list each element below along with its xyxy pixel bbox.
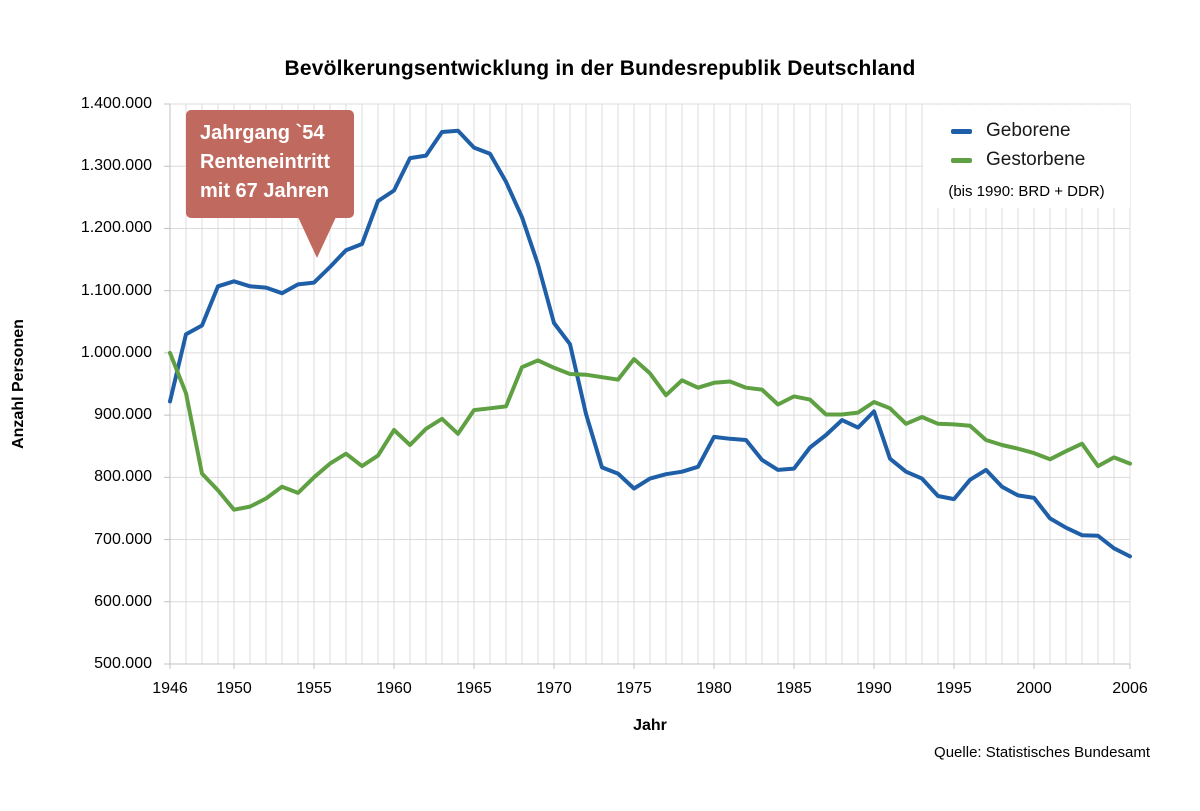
y-tick-label: 700.000 [94,530,152,548]
x-tick-label: 1950 [216,680,252,697]
x-tick-label: 1965 [456,680,492,697]
geborene-line-swatch-icon [951,128,972,134]
y-tick-label: 1.400.000 [80,95,152,112]
x-axis-title: Jahr [633,717,667,734]
y-tick-label: 1.200.000 [80,219,152,237]
x-tick-label: 2000 [1016,680,1052,697]
y-tick-label: 900.000 [94,406,152,424]
x-tick-label: 1946 [152,680,188,697]
annotation-callout: Jahrgang `54 Renteneintritt mit 67 Jahre… [186,110,354,218]
legend-item-gestorbene: Gestorbene [951,148,1085,172]
x-tick-label: 1975 [616,680,652,697]
y-tick-label: 500.000 [94,655,152,672]
x-tick-label: 1985 [776,680,812,697]
annotation-text-line: Renteneintritt [200,151,330,173]
x-tick-label: 1990 [856,680,892,697]
annotation-pointer-icon [298,217,336,258]
y-tick-label: 1.300.000 [80,157,152,175]
x-tick-label: 1960 [376,680,412,697]
gestorbene-line-swatch-icon [951,157,972,163]
legend-note: (bis 1990: BRD + DDR) [948,183,1105,200]
x-tick-label: 1980 [696,680,732,697]
legend: Geborene Gestorbene (bis 1990: BRD + DDR… [923,105,1130,208]
y-tick-label: 600.000 [94,592,152,610]
y-tick-label: 800.000 [94,468,152,486]
chart-title: Bevölkerungsentwicklung in der Bundesrep… [284,57,916,80]
y-axis-title: Anzahl Personen [10,319,27,449]
x-tick-label: 2006 [1112,680,1148,697]
legend-label-gestorbene: Gestorbene [986,149,1086,170]
x-tick-label: 1970 [536,680,572,697]
legend-label-geborene: Geborene [986,120,1071,141]
x-tick-label: 1995 [936,680,972,697]
x-tick-label: 1955 [296,680,332,697]
geborene-line [168,128,1132,559]
y-tick-label: 1.000.000 [80,343,152,361]
source-note: Quelle: Statistisches Bundesamt [934,744,1150,761]
legend-item-geborene: Geborene [951,119,1071,143]
annotation-text-line: Jahrgang `54 [200,122,325,144]
y-tick-label: 1.100.000 [80,281,152,299]
gestorbene-line [168,350,1132,512]
annotation-text-line: mit 67 Jahren [200,180,329,202]
